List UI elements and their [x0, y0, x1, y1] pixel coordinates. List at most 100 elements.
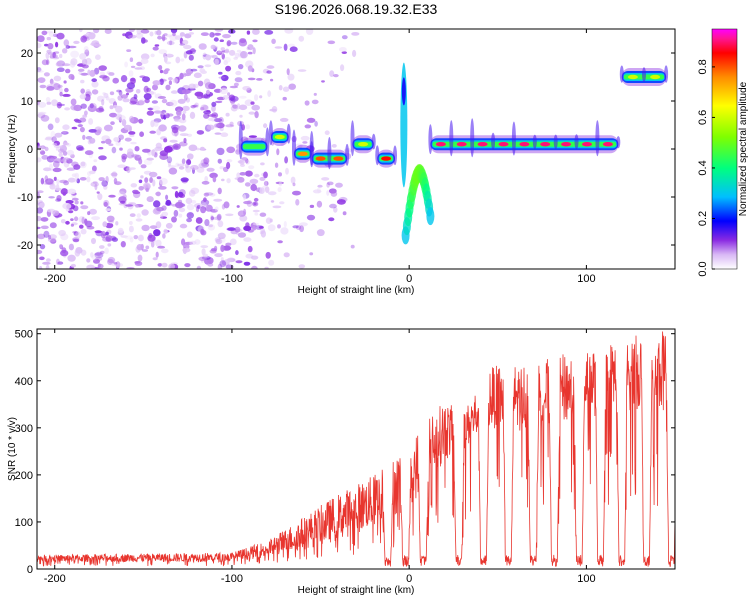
noise-blob	[109, 105, 114, 110]
noise-blob	[140, 58, 149, 64]
noise-blob	[264, 266, 269, 269]
noise-blob	[226, 178, 231, 184]
noise-blob	[220, 244, 225, 252]
noise-blob	[207, 117, 215, 121]
noise-blob	[55, 146, 60, 151]
noise-blob	[227, 92, 231, 96]
snr-x-ticks: -200 -100 0 100	[44, 329, 596, 585]
noise-blob	[181, 89, 191, 95]
noise-blob	[147, 234, 156, 242]
noise-blob	[56, 101, 62, 109]
x-tick-label: -100	[221, 273, 243, 285]
noise-blob	[149, 171, 158, 178]
noise-blob	[214, 206, 219, 212]
noise-blob	[235, 229, 240, 236]
noise-blob	[138, 186, 144, 191]
noise-blob	[254, 173, 260, 178]
noise-blob	[177, 98, 186, 104]
noise-blob	[220, 132, 229, 137]
y-tick-label: -10	[17, 192, 33, 204]
noise-blob	[267, 90, 272, 97]
noise-blob	[248, 165, 255, 170]
noise-blob	[230, 105, 238, 112]
noise-blob	[195, 217, 203, 224]
noise-blob	[85, 89, 91, 93]
noise-blob	[193, 72, 202, 79]
noise-blob	[212, 176, 217, 183]
x-tick-label: 100	[577, 273, 595, 285]
noise-blob	[330, 190, 338, 197]
noise-blob	[206, 167, 215, 172]
noise-blob	[341, 35, 348, 40]
noise-blob	[200, 146, 205, 151]
spike	[268, 120, 273, 146]
noise-blob	[159, 177, 168, 185]
noise-blob	[229, 238, 237, 246]
noise-blob	[203, 113, 210, 119]
noise-blob	[252, 201, 259, 207]
noise-blob	[87, 69, 91, 76]
noise-blob	[37, 190, 44, 194]
noise-blob	[126, 49, 132, 52]
noise-blob	[140, 53, 150, 60]
x-tick-label: 0	[406, 573, 412, 585]
noise-blob	[218, 76, 226, 79]
noise-blob	[58, 87, 63, 94]
noise-blob	[157, 263, 163, 267]
noise-blob	[172, 77, 178, 84]
noise-blob	[317, 184, 323, 188]
noise-blob	[124, 61, 128, 68]
noise-blob	[81, 64, 89, 69]
noise-blob	[162, 233, 166, 239]
noise-blob	[88, 170, 96, 175]
noise-blob	[47, 123, 54, 131]
noise-blob	[203, 157, 210, 165]
spectrogram-x-label: Height of straight line (km)	[298, 285, 415, 296]
noise-blob	[116, 89, 122, 93]
noise-blob	[220, 47, 225, 51]
noise-blob	[226, 257, 236, 263]
noise-blob	[41, 155, 49, 160]
noise-blob	[64, 87, 69, 93]
noise-blob	[66, 149, 74, 156]
noise-blob	[49, 163, 53, 171]
noise-blob	[157, 35, 163, 40]
noise-blob	[128, 225, 134, 233]
noise-blob	[141, 249, 149, 252]
noise-blob	[80, 201, 84, 205]
noise-blob	[213, 37, 219, 42]
noise-blob	[91, 78, 97, 83]
noise-blob	[300, 135, 310, 141]
noise-blob	[79, 93, 87, 100]
spectrogram-y-ticks: -20 -10 0 10 20	[17, 48, 675, 252]
snr-y-ticks: 0 100 200 300 400 500	[15, 329, 675, 576]
noise-blob	[222, 95, 229, 100]
noise-blob	[321, 177, 330, 181]
noise-blob	[124, 235, 133, 240]
noise-blob	[243, 225, 252, 231]
noise-blob	[147, 107, 154, 111]
y-tick-label: 500	[15, 329, 33, 341]
noise-blob	[266, 70, 272, 74]
noise-blob	[204, 82, 214, 90]
noise-blob	[206, 89, 210, 95]
noise-blob	[95, 129, 101, 134]
noise-blob	[204, 64, 212, 68]
noise-blob	[161, 211, 169, 217]
noise-blob	[304, 100, 310, 106]
hotspot	[519, 142, 530, 147]
noise-blob	[69, 60, 76, 68]
noise-blob	[221, 178, 225, 182]
noise-blob	[172, 143, 181, 150]
noise-blob	[271, 106, 278, 113]
noise-blob	[63, 80, 67, 84]
snr-frame	[36, 328, 676, 570]
noise-blob	[85, 91, 92, 97]
noise-blob	[265, 186, 270, 194]
noise-blob	[158, 49, 168, 55]
noise-blob	[129, 167, 136, 170]
noise-blob	[59, 91, 63, 97]
noise-blob	[219, 260, 227, 268]
noise-blob	[65, 200, 74, 204]
noise-blob	[248, 135, 257, 138]
